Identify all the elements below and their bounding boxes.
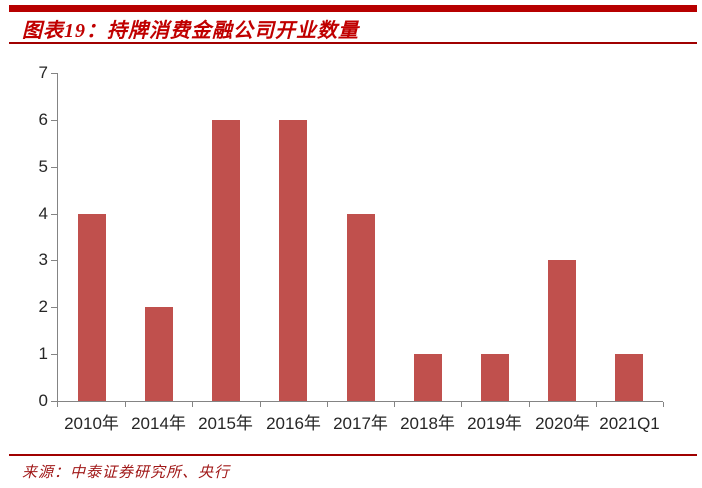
y-axis-tick-label: 7 (38, 63, 48, 82)
figure-title: 图表19：持牌消费金融公司开业数量 (22, 20, 359, 42)
x-axis-tick (461, 402, 462, 407)
bar-2019年 (481, 354, 509, 401)
x-axis-label: 2015年 (198, 414, 253, 433)
x-axis-tick (529, 402, 530, 407)
y-axis-tick-label: 1 (38, 344, 48, 363)
y-axis-tick-label: 6 (38, 110, 48, 129)
x-axis-label: 2014年 (131, 414, 186, 433)
y-axis-tick (51, 120, 57, 121)
y-axis-tick (51, 401, 57, 402)
bar-2016年 (279, 120, 307, 401)
x-axis-label: 2020年 (535, 414, 590, 433)
footer-rule (9, 454, 697, 456)
title-underline (9, 42, 697, 44)
bar-2014年 (145, 307, 173, 401)
x-axis-tick (327, 402, 328, 407)
x-axis-tick (663, 402, 664, 407)
y-axis-tick-label: 2 (38, 297, 48, 316)
x-axis-tick (394, 402, 395, 407)
y-axis-tick (51, 354, 57, 355)
y-axis-tick (51, 307, 57, 308)
x-axis-label: 2018年 (400, 414, 455, 433)
bar-2015年 (212, 120, 240, 401)
bar-2021Q1 (615, 354, 643, 401)
y-axis-tick (51, 167, 57, 168)
bar-2018年 (414, 354, 442, 401)
y-axis-tick-label: 3 (38, 250, 48, 269)
x-axis-label: 2016年 (266, 414, 321, 433)
bar-2010年 (78, 214, 106, 401)
y-axis-tick-label: 4 (38, 204, 48, 223)
x-axis-label: 2019年 (467, 414, 522, 433)
x-axis-tick (260, 402, 261, 407)
y-axis-tick-label: 0 (38, 391, 48, 410)
x-axis-label: 2021Q1 (599, 414, 660, 433)
x-axis-label: 2017年 (333, 414, 388, 433)
y-axis-tick (51, 73, 57, 74)
y-axis-tick (51, 214, 57, 215)
x-axis-tick (125, 402, 126, 407)
x-axis-label: 2010年 (64, 414, 119, 433)
x-axis-tick (192, 402, 193, 407)
bar-2017年 (347, 214, 375, 401)
x-axis-line (58, 401, 663, 402)
y-axis-line (57, 73, 58, 407)
header-accent-bar (9, 5, 697, 12)
y-axis-tick-label: 5 (38, 157, 48, 176)
x-axis-tick (596, 402, 597, 407)
y-axis-tick (51, 260, 57, 261)
source-note: 来源：中泰证券研究所、央行 (22, 465, 231, 481)
bar-2020年 (548, 260, 576, 401)
